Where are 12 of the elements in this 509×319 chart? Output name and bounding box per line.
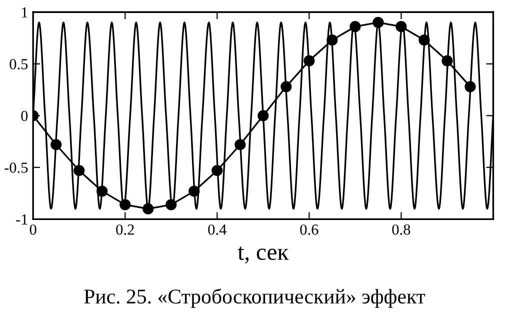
x-tick-label: 0.4 xyxy=(208,224,226,235)
x-tick-label: 0.2 xyxy=(116,224,134,235)
y-tick-label: 0 xyxy=(21,110,28,122)
y-tick-label: 0.5 xyxy=(10,59,28,70)
y-tick-label: -1 xyxy=(16,214,28,224)
x-tick-label: 0.8 xyxy=(392,224,410,235)
y-tick-label: -0.5 xyxy=(4,162,28,173)
x-tick-label: 0.6 xyxy=(300,224,318,235)
text: Рис. 25. «Стробоскопический» эффект xyxy=(84,288,426,308)
x-tick-label: 0 xyxy=(30,224,36,235)
y-tick-label: 1 xyxy=(22,7,28,18)
x-axis-title: t, сек xyxy=(238,246,289,264)
